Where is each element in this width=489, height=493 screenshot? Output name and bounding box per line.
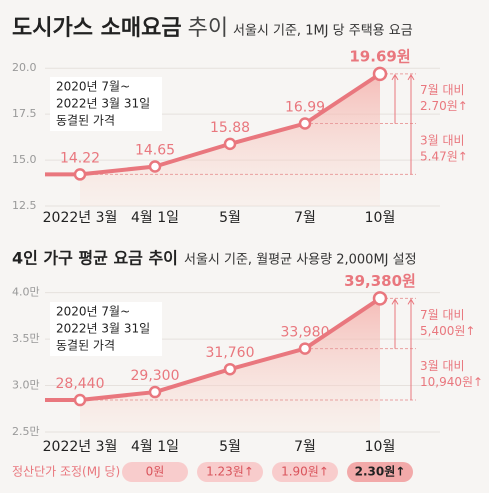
y-tick-label: 3.5만 (12, 332, 40, 345)
point (73, 393, 87, 407)
value-label: 14.22 (60, 150, 100, 166)
footer-pill (122, 462, 188, 482)
comparison-value: 5,400원↑ (420, 324, 475, 338)
comparison-value: 10,940원↑ (420, 375, 483, 389)
footer-item: 2.30원↑ (355, 465, 406, 479)
value-label: 31,760 (206, 345, 255, 361)
point (372, 66, 388, 82)
chart-title: 4인 가구 평균 요금 추이 (12, 249, 178, 268)
footer-item: 1.90원↑ (281, 465, 329, 479)
y-tick-label: 12.5 (12, 199, 37, 212)
footer-pill (197, 462, 263, 482)
y-tick-label: 3.0만 (12, 379, 40, 392)
y-tick-label: 4.0만 (12, 286, 40, 299)
point (223, 137, 237, 151)
x-tick-label: 2022년 3월 (43, 439, 118, 455)
value-label: 16.99 (285, 99, 325, 115)
x-tick-label: 7월 (294, 210, 316, 226)
point (148, 385, 162, 399)
x-tick-label: 5월 (219, 210, 241, 226)
value-label: 19.69원 (349, 47, 410, 65)
comparison-label: 7월 대비 (420, 308, 465, 322)
x-tick-label: 2022년 3월 (43, 210, 118, 226)
comparison-label: 7월 대비 (420, 83, 465, 97)
value-label: 39,380원 (344, 272, 416, 290)
annotation-text: 동결된 가격 (56, 339, 115, 353)
footer-label: 정산단가 조정(MJ 당) (12, 465, 120, 479)
annotation-text: 2022년 3월 31일 (56, 322, 150, 336)
chart-title: 도시가스 소매요금 추이 (12, 16, 228, 41)
arrow-head (407, 73, 415, 81)
point (372, 291, 388, 306)
y-tick-label: 15.0 (12, 153, 37, 166)
x-tick-label: 4월 1일 (131, 439, 179, 455)
footer-item: 0원 (146, 465, 165, 479)
arrow-head (391, 73, 399, 81)
x-tick-label: 10월 (365, 439, 396, 455)
value-label: 33,980 (281, 325, 330, 341)
point (298, 342, 312, 355)
annotation-box (50, 77, 162, 131)
comparison-value: 5.47원↑ (420, 149, 468, 163)
comparison-label: 3월 대비 (420, 359, 465, 373)
chart-subtitle: 서울시 기준, 월평균 사용량 2,000MJ 설정 (184, 253, 417, 268)
footer-pill (272, 462, 338, 482)
point (223, 362, 237, 376)
arrow-head (391, 298, 399, 305)
value-label: 29,300 (131, 368, 180, 384)
annotation-text: 2022년 3월 31일 (56, 97, 150, 111)
y-tick-label: 17.5 (12, 107, 37, 120)
x-tick-label: 10월 (365, 210, 396, 226)
chart-subtitle: 서울시 기준, 1MJ 당 주택용 요금 (233, 24, 413, 39)
title-main: 도시가스 소매요금 (12, 16, 182, 41)
comparison-label: 3월 대비 (420, 133, 465, 147)
point (298, 117, 312, 130)
point (73, 168, 87, 181)
arrow-head (407, 298, 415, 305)
annotation-box (50, 302, 162, 356)
annotation-text: 2020년 7월~ (56, 305, 130, 319)
x-tick-label: 4월 1일 (131, 210, 179, 226)
point (148, 160, 162, 173)
annotation-text: 2020년 7월~ (56, 80, 130, 94)
value-label: 14.65 (135, 142, 175, 158)
annotation-text: 동결된 가격 (56, 114, 115, 128)
x-tick-label: 5월 (219, 439, 241, 455)
y-tick-label: 2.5만 (12, 425, 40, 438)
footer-pill (347, 462, 413, 482)
area (80, 298, 380, 432)
footer-item: 1.23원↑ (206, 465, 254, 479)
value-label: 15.88 (210, 120, 250, 136)
title-suffix: 추이 (188, 16, 228, 41)
y-tick-label: 20.0 (12, 61, 37, 74)
area (80, 73, 380, 206)
comparison-value: 2.70원↑ (420, 99, 468, 113)
x-tick-label: 7월 (294, 439, 316, 455)
value-label: 28,440 (56, 376, 105, 392)
